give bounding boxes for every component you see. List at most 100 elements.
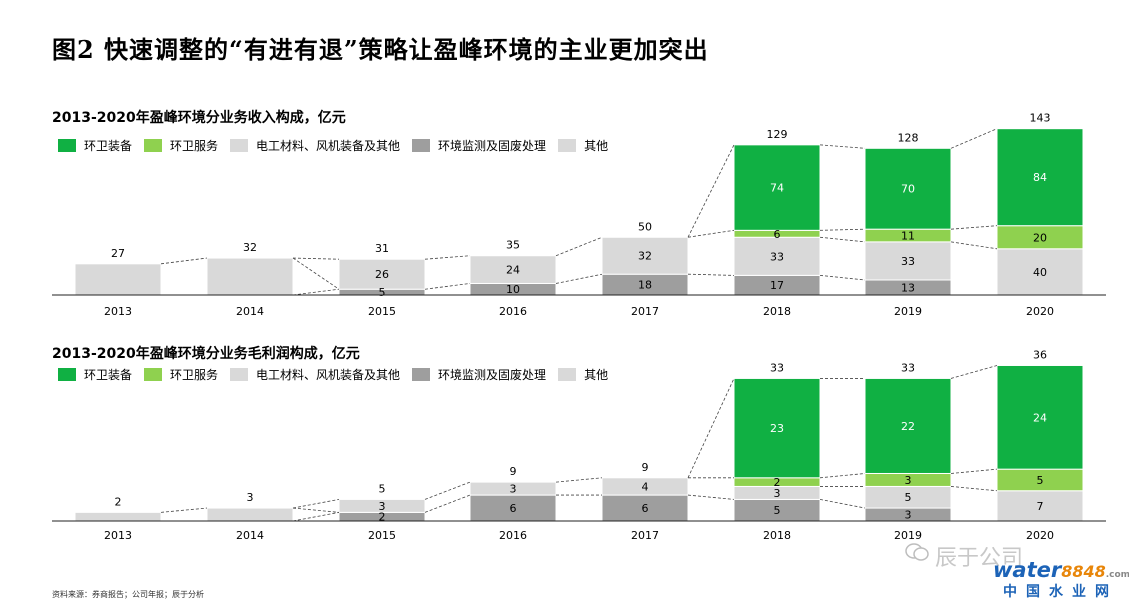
legend-label: 电工材料、风机装备及其他 (256, 139, 401, 153)
segment-value-label: 5 (905, 491, 912, 504)
total-label: 32 (243, 241, 257, 254)
bar-segment (996, 248, 1084, 296)
bar-segment (733, 144, 821, 231)
connector-line (819, 499, 866, 509)
segment-value-label: 5 (379, 286, 386, 299)
legend-item-env-monitoring: 环境监测及固废处理 (412, 366, 546, 383)
segment-value-label: 23 (770, 422, 784, 435)
segment-value-label: 26 (375, 268, 389, 281)
connector-line (424, 283, 471, 290)
total-label: 3 (247, 491, 254, 504)
x-tick-label: 2020 (1026, 529, 1054, 542)
watermark-brand-tld: .com (1105, 570, 1129, 580)
legend-label: 环卫服务 (170, 368, 219, 382)
legend-swatch (230, 368, 249, 381)
legend-swatch (558, 139, 577, 152)
watermark-brand-main: water (993, 558, 1062, 582)
connector-line (292, 257, 340, 290)
segment-value-label: 6 (774, 228, 781, 241)
x-tick-label: 2013 (104, 305, 132, 318)
connector-line (950, 128, 998, 149)
profit-chart-legend: 环卫装备 环卫服务 电工材料、风机装备及其他 环境监测及固废处理 其他 (58, 366, 620, 383)
x-tick-label: 2018 (763, 529, 791, 542)
legend-swatch (412, 368, 431, 381)
legend-item-sanitation-service: 环卫服务 (144, 137, 218, 154)
legend-swatch (230, 139, 249, 152)
segment-value-label: 24 (1033, 411, 1047, 424)
segment-value-label: 20 (1033, 231, 1047, 244)
connector-line (819, 236, 866, 243)
connector-line (687, 229, 735, 238)
total-label: 2 (115, 495, 122, 508)
bar-segment (206, 257, 294, 296)
legend-label: 其他 (584, 368, 609, 382)
figure-title: 图2 快速调整的“有进有退”策略让盈峰环境的主业更加突出 (52, 35, 709, 64)
x-tick-label: 2017 (631, 529, 659, 542)
watermark-brand-num: 8848 (1061, 562, 1106, 581)
watermark-social-text: 辰于公司 (935, 546, 1024, 571)
total-label: 33 (770, 361, 784, 374)
bar-segment (601, 477, 689, 496)
revenue-chart: 2720133220145263120151024352016183250201… (52, 112, 1106, 318)
segment-value-label: 2 (774, 476, 781, 489)
legend-item-env-monitoring: 环境监测及固废处理 (412, 137, 546, 154)
bar-segment (733, 377, 821, 479)
segment-value-label: 3 (510, 483, 517, 496)
connector-line (292, 288, 340, 296)
total-label: 31 (375, 242, 389, 255)
segment-value-label: 4 (642, 480, 649, 493)
bar-segment (338, 498, 426, 513)
legend-swatch (558, 368, 577, 381)
legend-label: 环卫装备 (84, 368, 133, 382)
legend-swatch (144, 368, 163, 381)
x-tick-label: 2016 (499, 305, 527, 318)
connector-line (950, 486, 998, 492)
bar-segment (601, 494, 689, 522)
segment-value-label: 13 (901, 281, 915, 294)
segment-value-label: 7 (1037, 500, 1044, 513)
total-label: 33 (901, 361, 915, 374)
connector-line (819, 274, 866, 281)
watermark-brand-cn: 中国水业网 (1003, 584, 1118, 600)
connector-line (950, 365, 998, 379)
legend-label: 环境监测及固废处理 (438, 368, 547, 382)
legend-swatch (58, 368, 76, 381)
chat-bubble-icon (905, 543, 929, 561)
total-label: 5 (379, 482, 386, 495)
segment-value-label: 10 (506, 283, 520, 296)
bar-segment (601, 236, 689, 275)
x-tick-label: 2017 (631, 305, 659, 318)
connector-line (292, 257, 340, 260)
legend-swatch (58, 139, 76, 152)
connector-line (555, 273, 603, 284)
bar-segment (74, 263, 162, 296)
segment-value-label: 40 (1033, 266, 1047, 279)
connector-line (424, 494, 471, 513)
legend-swatch (144, 139, 163, 152)
connector-line (555, 236, 603, 257)
segment-value-label: 84 (1033, 171, 1047, 184)
legend-swatch (412, 139, 431, 152)
profit-chart: 2201332014235201563920166492017532233320… (52, 348, 1106, 542)
segment-value-label: 18 (638, 279, 652, 292)
segment-value-label: 2 (379, 511, 386, 524)
bar-segment (996, 490, 1084, 522)
connector-line (292, 511, 340, 522)
bar-segment (469, 255, 557, 284)
segment-value-label: 17 (770, 279, 784, 292)
total-label: 27 (111, 247, 125, 260)
x-tick-label: 2016 (499, 529, 527, 542)
connector-line (950, 241, 998, 250)
bar-segment (74, 511, 162, 522)
x-tick-label: 2015 (368, 305, 396, 318)
connector-line (687, 144, 735, 238)
bar-segment (996, 128, 1084, 227)
watermark: 辰于公司 water8848.com 中国水业网 (905, 540, 1129, 602)
revenue-chart-legend: 环卫装备 环卫服务 电工材料、风机装备及其他 环境监测及固废处理 其他 (58, 137, 620, 154)
legend-item-other: 其他 (558, 137, 608, 154)
segment-value-label: 24 (506, 264, 520, 277)
connector-line (424, 481, 471, 500)
bar-segment (996, 364, 1084, 470)
segment-value-label: 74 (770, 182, 784, 195)
